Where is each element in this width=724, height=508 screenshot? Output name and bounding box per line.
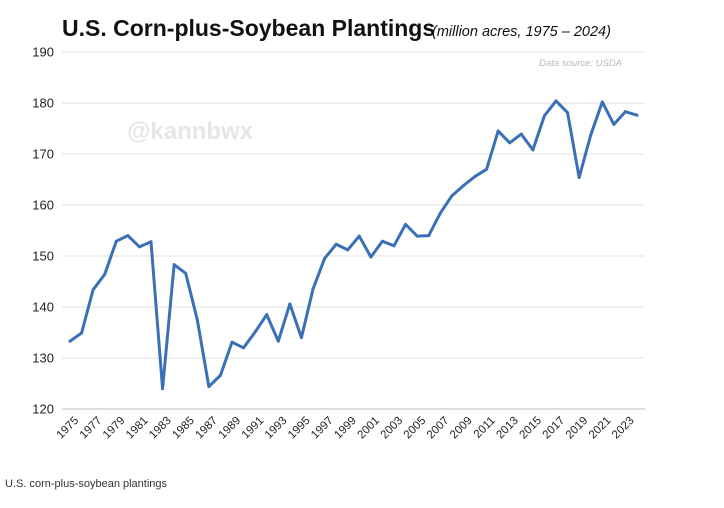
data-point-1975: [68, 339, 72, 343]
x-tick-label: 1997: [309, 415, 336, 442]
watermark: @kannbwx: [127, 118, 254, 145]
x-tick-label: 1989: [217, 415, 244, 442]
x-tick-label: 2017: [541, 415, 568, 442]
gridlines: [62, 51, 645, 359]
data-point-1996: [311, 287, 315, 291]
data-point-1978: [103, 272, 107, 276]
data-point-2017: [554, 99, 558, 103]
data-point-1976: [80, 331, 84, 335]
data-point-1979: [114, 239, 118, 243]
data-point-1990: [242, 346, 246, 350]
x-tick-label: 2019: [564, 415, 591, 442]
data-point-2024: [635, 113, 639, 117]
data-point-2020: [589, 133, 593, 137]
data-point-2006: [427, 234, 431, 238]
data-point-2010: [473, 174, 477, 178]
data-point-2007: [438, 211, 442, 215]
x-tick-label: 2021: [587, 415, 614, 442]
x-tick-label: 1995: [286, 415, 313, 442]
x-tick-label: 1999: [332, 415, 359, 442]
y-tick-label: 180: [32, 96, 54, 111]
x-tick-label: 1991: [240, 415, 267, 442]
data-point-1987: [207, 385, 211, 389]
chart-title: U.S. Corn-plus-Soybean Plantings: [62, 15, 435, 41]
x-tick-label: 1979: [101, 415, 128, 442]
x-tick-label: 1983: [147, 415, 174, 442]
x-tick-label: 1993: [263, 415, 290, 442]
data-point-1985: [184, 271, 188, 275]
y-tick-label: 170: [32, 147, 54, 162]
data-point-2005: [415, 234, 419, 238]
data-point-1984: [172, 263, 176, 267]
x-tick-label: 2023: [610, 415, 637, 442]
x-tick-label: 2007: [425, 415, 452, 442]
data-point-2004: [404, 222, 408, 226]
x-tick-label: 2013: [494, 415, 521, 442]
x-tick-label: 2001: [355, 415, 382, 442]
y-axis-ticks: 120 130 140 150 160 170 180 190: [32, 45, 54, 417]
data-point-2021: [600, 100, 604, 104]
data-point-2016: [542, 114, 546, 118]
x-tick-label: 2009: [448, 415, 475, 442]
x-tick-label: 1975: [55, 415, 82, 442]
data-point-2023: [623, 110, 627, 114]
x-tick-label: 1981: [124, 415, 151, 442]
data-point-2011: [485, 167, 489, 171]
x-tick-label: 1987: [193, 415, 220, 442]
y-tick-label: 130: [32, 351, 54, 366]
y-tick-label: 160: [32, 198, 54, 213]
chart-subtitle: (million acres, 1975 – 2024): [432, 24, 611, 40]
series-corn-plus-soybean: [68, 99, 639, 391]
data-point-1980: [126, 234, 130, 238]
data-point-1995: [299, 336, 303, 340]
data-point-2014: [519, 132, 523, 136]
x-tick-label: 2015: [517, 415, 544, 442]
data-point-2012: [496, 129, 500, 133]
x-tick-label: 2011: [472, 415, 498, 441]
data-point-2013: [508, 141, 512, 145]
data-point-2008: [450, 194, 454, 198]
data-point-1977: [91, 288, 95, 292]
y-tick-label: 190: [32, 45, 54, 60]
x-tick-label: 2003: [379, 415, 406, 442]
data-point-1992: [265, 313, 269, 317]
data-point-2003: [392, 244, 396, 248]
data-point-2015: [531, 148, 535, 152]
data-point-1994: [288, 302, 292, 306]
data-point-1986: [195, 318, 199, 322]
y-tick-label: 150: [32, 249, 54, 264]
data-point-1998: [334, 242, 338, 246]
data-point-2022: [612, 122, 616, 126]
data-point-2002: [380, 239, 384, 243]
data-point-1982: [149, 240, 153, 244]
data-point-1983: [161, 387, 165, 391]
data-point-1991: [253, 330, 257, 334]
data-point-2000: [357, 234, 361, 238]
data-point-1981: [137, 245, 141, 249]
data-point-1988: [218, 373, 222, 377]
source-note: Data source: USDA: [539, 58, 622, 69]
x-axis-ticks: 1975197719791981198319851987198919911993…: [55, 415, 637, 442]
data-point-1997: [323, 257, 327, 261]
y-tick-label: 120: [32, 402, 54, 417]
caption: U.S. corn-plus-soybean plantings: [5, 478, 168, 490]
series-line: [68, 99, 639, 391]
x-tick-label: 1977: [78, 415, 105, 442]
data-point-1993: [276, 339, 280, 343]
x-tick-label: 2005: [402, 415, 429, 442]
data-point-2009: [461, 184, 465, 188]
data-point-2018: [566, 111, 570, 115]
y-tick-label: 140: [32, 300, 54, 315]
data-point-1989: [230, 340, 234, 344]
data-point-2019: [577, 175, 581, 179]
data-point-2001: [369, 255, 373, 259]
data-point-1999: [346, 248, 350, 252]
x-tick-label: 1985: [170, 415, 197, 442]
